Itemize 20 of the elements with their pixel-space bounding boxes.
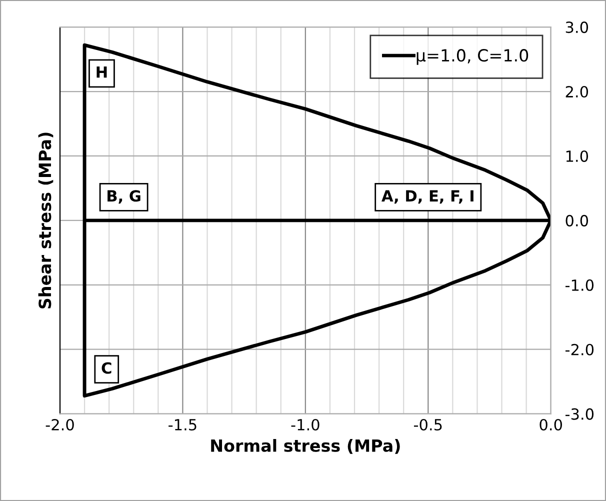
x-tick-label: -1.5 xyxy=(168,419,196,431)
y-tick-label: 0.0 xyxy=(566,214,588,226)
y-tick-label: -2.0 xyxy=(565,344,594,356)
x-tick-label: -1.0 xyxy=(291,418,320,431)
annotation: C xyxy=(102,362,112,374)
x-tick-label: 0.0 xyxy=(540,418,562,431)
y-tick-label: -1.0 xyxy=(565,279,594,291)
y-tick-label: 1.0 xyxy=(566,150,588,162)
annotation: H xyxy=(96,66,107,78)
y-tick-label: -3.0 xyxy=(565,408,594,420)
y-axis-title: Shear stress (MPa) xyxy=(38,132,54,308)
y-tick-label: 2.0 xyxy=(566,86,588,98)
x-tick-label: -0.5 xyxy=(414,418,442,431)
x-tick-label: -2.0 xyxy=(46,418,74,431)
line-series xyxy=(82,43,551,398)
annotation: A, D, E, F, I xyxy=(382,190,474,204)
y-tick-label: 3.0 xyxy=(566,22,588,34)
x-axis-title: Normal stress (MPa) xyxy=(211,439,400,454)
annotation: B, G xyxy=(108,190,140,204)
legend-label: μ=1.0, C=1.0 xyxy=(416,49,528,65)
